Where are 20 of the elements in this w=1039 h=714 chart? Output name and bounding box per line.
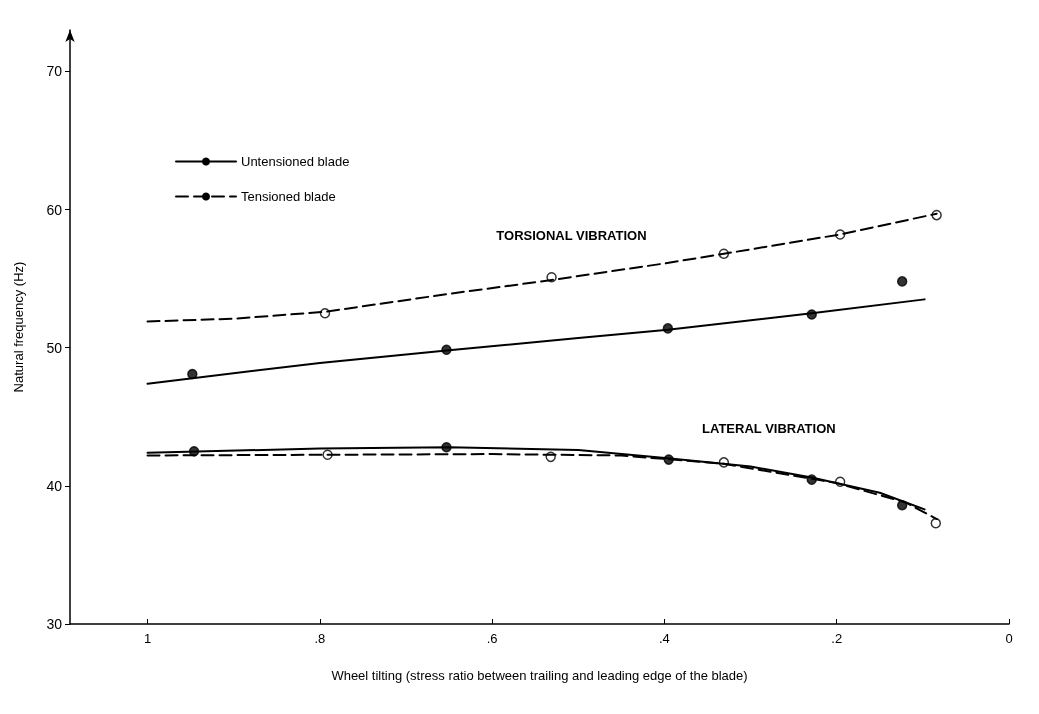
x-tick-label: .4 <box>658 631 670 646</box>
y-tick-label: 30 <box>46 616 63 632</box>
legend-label: Tensioned blade <box>241 189 336 204</box>
point <box>930 517 942 529</box>
annotation: TORSIONAL VIBRATION <box>496 228 647 244</box>
annotation: LATERAL VIBRATION <box>702 420 836 436</box>
x-tick-label: 1 <box>143 631 152 646</box>
x-tick-label: .2 <box>831 631 843 646</box>
x-tick-label: .6 <box>486 631 498 646</box>
y-axis-title: Natural frequency (Hz) <box>11 261 26 393</box>
line-series <box>146 298 926 385</box>
x-tick-label: .8 <box>314 631 326 646</box>
x-tick-label: 0 <box>1005 631 1013 646</box>
y-tick-label: 50 <box>46 339 63 356</box>
y-tick-label: 70 <box>46 63 63 80</box>
point <box>896 276 908 287</box>
x-axis-title: Wheel tilting (stress ratio between trailing and leading edge of the blade) <box>331 668 748 683</box>
legend-label: Untensioned blade <box>241 154 350 169</box>
y-tick-label: 40 <box>46 477 63 494</box>
y-tick-label: 60 <box>46 201 63 218</box>
